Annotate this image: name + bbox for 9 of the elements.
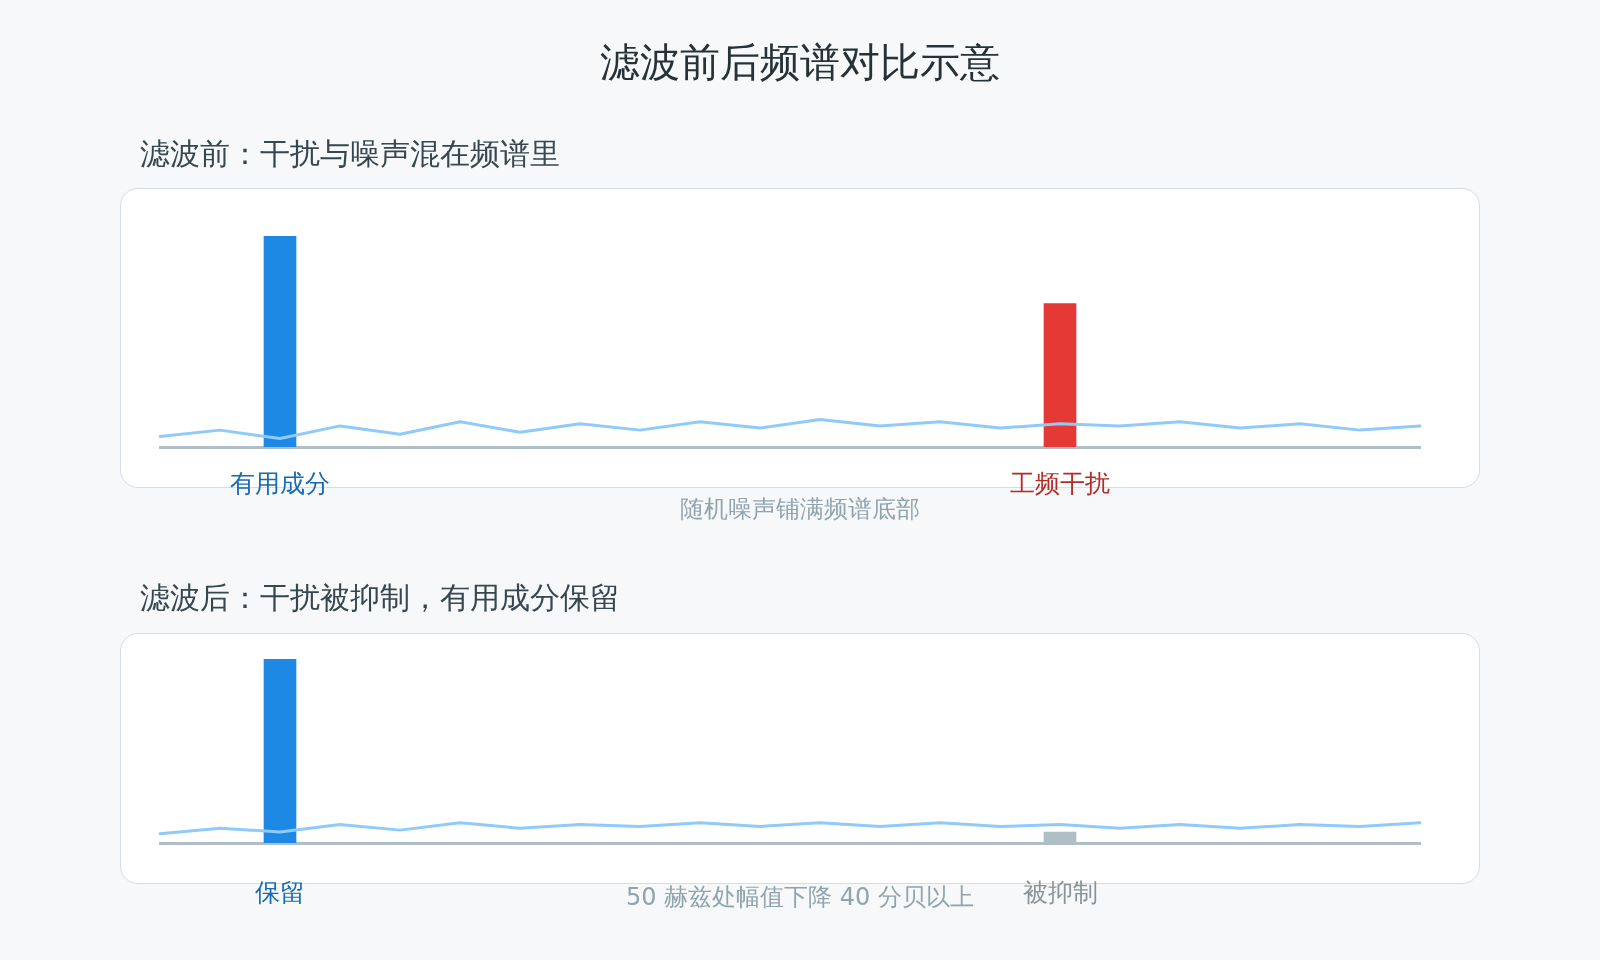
- x-tick-label: 被抑制: [1022, 877, 1098, 907]
- x-tick-label: 保留: [255, 877, 305, 907]
- text: 随机噪声铺满频谱底部: [680, 495, 920, 524]
- chart-subtitle: 滤波后：干扰被抑制，有用成分保留: [140, 579, 620, 617]
- chart-subtitle: 滤波前：干扰与噪声混在频谱里: [140, 135, 560, 173]
- x-tick-label: 有用成分: [230, 468, 330, 498]
- text: 50 赫兹处幅值下降 40 分贝以上: [626, 883, 974, 912]
- chart-title: 滤波前后频谱对比示意: [599, 38, 1001, 86]
- x-tick-label: 工频干扰: [1010, 468, 1110, 498]
